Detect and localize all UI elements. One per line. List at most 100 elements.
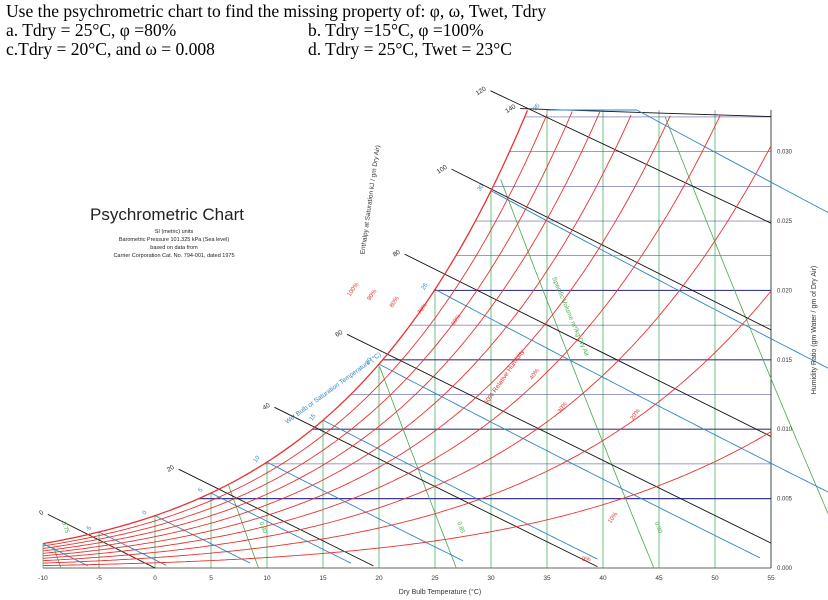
x-tick-label: 55 [767, 575, 775, 582]
question-part-c: c.Tdry = 20°C, and ω = 0.008 [6, 39, 215, 59]
x-tick-label: 10 [263, 575, 271, 582]
relative-humidity-curve [42, 145, 772, 562]
wet-bulb-line [547, 109, 828, 213]
wet-bulb-label: 35 [533, 102, 542, 111]
specific-volume-line [500, 179, 655, 569]
y-tick-label: 0.005 [777, 497, 793, 503]
rh-curve-label: 80% [389, 295, 401, 309]
wet-bulb-lines [42, 109, 828, 567]
enthalpy-lines [47, 90, 772, 569]
rh-curve-label: 70% [417, 302, 429, 316]
x-tick-label: 50 [711, 575, 719, 582]
relative-humidity-curve [42, 431, 772, 567]
chart-subtitle-1: SI (metric) units [155, 229, 194, 235]
chart-subtitle-4: Carrier Corporation Cat. No. 794-001, da… [113, 253, 234, 259]
relative-humidity-curve [42, 290, 772, 564]
x-tick-label: 30 [487, 575, 495, 582]
enthalpy-line [346, 333, 772, 544]
enthalpy-label: 80 [392, 249, 402, 259]
relative-humidity-curve [42, 115, 632, 554]
specific-volume-lines [53, 116, 828, 569]
wet-bulb-label: 15 [309, 413, 318, 422]
specific-volume-line [228, 484, 259, 569]
wet-bulb-label: 20 [365, 357, 374, 366]
wet-bulb-line [98, 531, 167, 566]
enthalpy-label: 0 [38, 509, 45, 517]
wet-bulb-label: 5 [198, 487, 205, 494]
x-tick-label: 25 [431, 575, 439, 582]
x-tick-label: -5 [96, 575, 102, 582]
rh-curve-label: 90% [367, 288, 379, 302]
x-tick-label: 5 [209, 575, 213, 582]
wet-bulb-label: 0 [142, 509, 149, 516]
relative-humidity-curve [42, 114, 722, 559]
wet-bulb-label: 25 [421, 282, 430, 291]
relative-humidity-curve [42, 115, 671, 557]
wet-bulb-line [378, 363, 761, 559]
wet-bulb-line [266, 461, 464, 562]
specific-volume-line [664, 116, 828, 515]
enthalpy-label: 20 [166, 464, 176, 474]
chart-subtitle-3: based on data from [150, 245, 198, 251]
rh-curve-label: 10% [607, 511, 619, 525]
rh-curve-label: 0% [582, 557, 591, 563]
saturation-curve [42, 110, 528, 545]
y-tick-label: 0.025 [777, 219, 793, 225]
wet-bulb-line [434, 289, 828, 493]
x-axis-label: Dry Bulb Temperature (°C) [399, 588, 481, 596]
y-tick-label: 0.000 [777, 566, 793, 572]
rh-curve-label: 100% [347, 281, 361, 298]
x-tick-label: -10 [38, 575, 48, 582]
relative-humidity-curve [42, 114, 548, 547]
enthalpy-line [178, 468, 374, 567]
specific-volume-label: 0.90 [653, 521, 663, 535]
wet-bulb-label: 30 [477, 183, 486, 192]
chart-subtitle-2: Barometric Pressure 101.325 kPa (Sea lev… [119, 237, 230, 243]
relative-humidity-curves [42, 110, 772, 567]
enthalpy-line [451, 168, 772, 331]
y-tick-label: 0.030 [777, 150, 793, 156]
enthalpy-label: 100 [436, 164, 449, 176]
wet-bulb-label: -5 [85, 525, 93, 533]
y-tick-label: 0.015 [777, 358, 793, 364]
enthalpy-label: 120 [475, 85, 488, 97]
y-tick-label: 0.020 [777, 288, 793, 294]
y-tick-label: 0.010 [777, 427, 793, 433]
rh-curve-label: 30% [557, 401, 569, 415]
question-line-1: Use the psychrometric chart to find the … [6, 1, 547, 21]
question-text: Use the psychrometric chart to find the … [6, 2, 822, 59]
y-axis-label: Humidity Ratio (gm Water / gm of Dry Air… [811, 266, 818, 395]
grid-layer [42, 110, 772, 569]
rh-curve-label: 20% [630, 408, 642, 422]
question-part-b: b. Tdry =15°C, φ =100% [308, 20, 484, 40]
enthalpy-line [404, 253, 772, 437]
enthalpy-line [274, 406, 598, 568]
x-tick-label: 20 [375, 575, 383, 582]
enthalpy-label: 60 [334, 329, 344, 339]
specific-volume-label: Specific Volume m³/kg Dry Air [550, 276, 590, 358]
chart-title: Psychrometric Chart [90, 205, 244, 224]
specific-volume-label: 0.80 [258, 521, 268, 535]
specific-volume-label: 0.75 [60, 521, 70, 535]
enthalpy-label: 140 [504, 103, 517, 115]
relative-humidity-curve [42, 111, 573, 549]
wet-bulb-line [322, 419, 598, 560]
wet-bulb-line [210, 492, 352, 564]
specific-volume-line [379, 366, 457, 569]
enthalpy-label: 40 [262, 402, 272, 412]
question-part-a: a. Tdry = 25°C, φ =80% [6, 20, 177, 40]
chart-labels: Psychrometric Chart SI (metric) units Ba… [38, 85, 818, 596]
relative-humidity-curve [42, 110, 601, 552]
enthalpy-axis-label: Enthalpy at Saturation kJ / gm Dry Air) [359, 145, 381, 255]
specific-volume-label: 0.85 [455, 521, 465, 535]
x-tick-label: 35 [543, 575, 551, 582]
enthalpy-line [490, 90, 772, 224]
x-tick-label: 0 [153, 575, 157, 582]
x-tick-label: 45 [655, 575, 663, 582]
x-tick-label: 15 [319, 575, 327, 582]
wet-bulb-label: 10 [253, 455, 262, 464]
x-tick-label: 40 [599, 575, 607, 582]
wet-bulb-line [490, 190, 828, 369]
question-part-d: d. Tdry = 25°C, Twet = 23°C [308, 39, 512, 59]
